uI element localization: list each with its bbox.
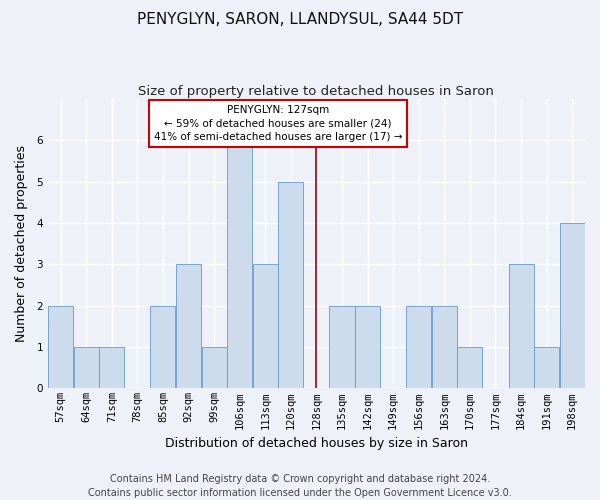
Bar bbox=[48, 306, 73, 388]
Bar bbox=[99, 347, 124, 389]
Bar bbox=[329, 306, 355, 388]
Bar bbox=[355, 306, 380, 388]
Bar bbox=[176, 264, 201, 388]
Bar bbox=[406, 306, 431, 388]
Text: PENYGLYN: 127sqm
← 59% of detached houses are smaller (24)
41% of semi-detached : PENYGLYN: 127sqm ← 59% of detached house… bbox=[154, 106, 402, 142]
Bar bbox=[74, 347, 99, 389]
Bar bbox=[227, 140, 252, 388]
Bar bbox=[509, 264, 533, 388]
Bar bbox=[457, 347, 482, 389]
Bar bbox=[253, 264, 278, 388]
Text: Contains HM Land Registry data © Crown copyright and database right 2024.
Contai: Contains HM Land Registry data © Crown c… bbox=[88, 474, 512, 498]
Bar bbox=[432, 306, 457, 388]
Bar bbox=[151, 306, 175, 388]
Bar bbox=[278, 182, 304, 388]
Bar bbox=[560, 223, 585, 388]
Y-axis label: Number of detached properties: Number of detached properties bbox=[15, 146, 28, 342]
Title: Size of property relative to detached houses in Saron: Size of property relative to detached ho… bbox=[139, 85, 494, 98]
Bar bbox=[202, 347, 227, 389]
X-axis label: Distribution of detached houses by size in Saron: Distribution of detached houses by size … bbox=[165, 437, 468, 450]
Text: PENYGLYN, SARON, LLANDYSUL, SA44 5DT: PENYGLYN, SARON, LLANDYSUL, SA44 5DT bbox=[137, 12, 463, 28]
Bar bbox=[534, 347, 559, 389]
